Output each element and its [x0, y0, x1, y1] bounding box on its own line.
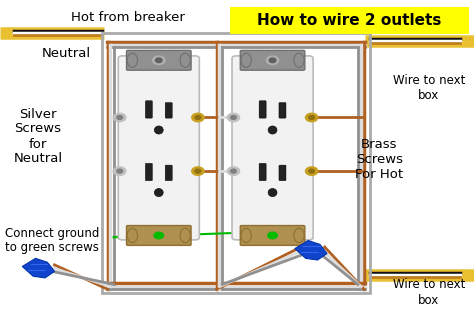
FancyBboxPatch shape — [279, 165, 286, 181]
Ellipse shape — [268, 126, 277, 134]
Polygon shape — [22, 258, 55, 278]
Circle shape — [155, 58, 162, 62]
Ellipse shape — [268, 188, 277, 197]
Circle shape — [309, 169, 314, 173]
Circle shape — [113, 167, 126, 175]
FancyBboxPatch shape — [259, 101, 266, 118]
Ellipse shape — [180, 53, 191, 68]
Polygon shape — [295, 240, 327, 260]
Circle shape — [227, 167, 239, 175]
Text: Wire to next
box: Wire to next box — [393, 74, 465, 102]
FancyBboxPatch shape — [240, 50, 305, 70]
Ellipse shape — [294, 228, 304, 242]
Ellipse shape — [127, 53, 137, 68]
FancyBboxPatch shape — [230, 7, 469, 34]
FancyBboxPatch shape — [118, 56, 199, 240]
Circle shape — [154, 232, 164, 239]
Ellipse shape — [127, 228, 137, 242]
FancyBboxPatch shape — [240, 226, 305, 245]
Circle shape — [195, 169, 201, 173]
Circle shape — [266, 56, 279, 65]
FancyBboxPatch shape — [127, 50, 191, 70]
Circle shape — [191, 167, 204, 175]
Text: Neutral: Neutral — [42, 47, 91, 60]
Circle shape — [117, 169, 122, 173]
Text: Hot from breaker: Hot from breaker — [71, 11, 185, 24]
Circle shape — [191, 113, 204, 122]
FancyBboxPatch shape — [232, 56, 313, 240]
FancyBboxPatch shape — [127, 226, 191, 245]
Text: Connect ground
to green screws: Connect ground to green screws — [5, 227, 100, 254]
FancyBboxPatch shape — [165, 165, 172, 181]
FancyBboxPatch shape — [165, 102, 172, 118]
Text: Brass
Screws
For Hot: Brass Screws For Hot — [355, 138, 403, 181]
Text: Wire to next
box: Wire to next box — [393, 279, 465, 306]
Circle shape — [305, 113, 318, 122]
FancyBboxPatch shape — [259, 163, 266, 181]
FancyBboxPatch shape — [146, 163, 152, 181]
Circle shape — [230, 169, 236, 173]
Circle shape — [230, 116, 236, 120]
Ellipse shape — [155, 126, 163, 134]
Ellipse shape — [241, 53, 251, 68]
Circle shape — [268, 232, 277, 239]
Text: How to wire 2 outlets: How to wire 2 outlets — [257, 13, 442, 28]
FancyBboxPatch shape — [279, 102, 286, 118]
Circle shape — [269, 58, 276, 62]
Circle shape — [305, 167, 318, 175]
Text: Silver
Screws
for
Neutral: Silver Screws for Neutral — [13, 108, 63, 165]
Circle shape — [153, 56, 165, 65]
Ellipse shape — [180, 228, 191, 242]
Ellipse shape — [294, 53, 304, 68]
Ellipse shape — [155, 188, 163, 197]
FancyBboxPatch shape — [146, 101, 152, 118]
Ellipse shape — [241, 228, 251, 242]
Circle shape — [113, 113, 126, 122]
Circle shape — [195, 116, 201, 120]
Circle shape — [117, 116, 122, 120]
Circle shape — [309, 116, 314, 120]
Circle shape — [227, 113, 239, 122]
